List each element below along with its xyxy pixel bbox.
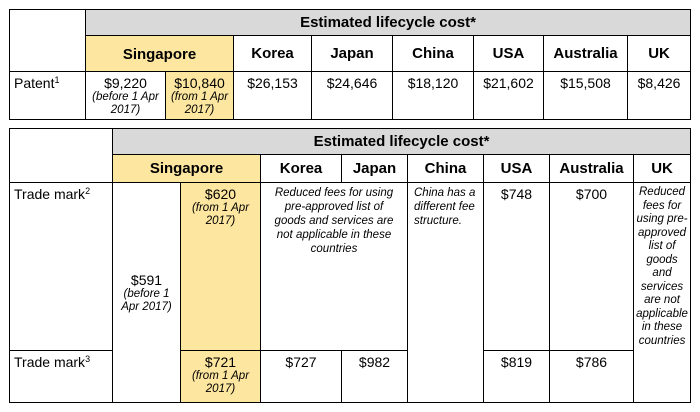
col-australia: Australia bbox=[543, 35, 628, 72]
tm-col-uk: UK bbox=[632, 154, 692, 183]
table-row: Trade mark2 $591 (before 1 Apr 2017) $62… bbox=[9, 182, 692, 403]
col-china: China bbox=[392, 35, 474, 72]
korea-japan-note: Reduced fees for using pre-approved list… bbox=[274, 187, 394, 255]
tm-sg-after-note-2: (from 1 Apr 2017) bbox=[191, 370, 250, 395]
patent-cost-table: Estimated lifecycle cost* Singapore Kore… bbox=[9, 9, 692, 120]
table-row: Trade mark3 $721 (from 1 Apr 2017) $727 … bbox=[9, 350, 691, 403]
table-row: Patent1 $9,220 (before 1 Apr 2017) $10,8… bbox=[9, 71, 692, 120]
col-uk: UK bbox=[626, 35, 692, 72]
uk-note-cell: Reduced fees for using pre-approved list… bbox=[632, 182, 692, 403]
tm-col-japan: Japan bbox=[341, 154, 408, 183]
tm-sg-after-cell-1: $620 (from 1 Apr 2017) bbox=[180, 182, 261, 351]
tm-sg-before-value: $591 bbox=[130, 271, 163, 288]
uk-note: Reduced fees for using pre-approved list… bbox=[636, 186, 688, 347]
tm-sg-after-value-1: $620 bbox=[204, 186, 237, 202]
tm-table-header: Estimated lifecycle cost* bbox=[111, 128, 692, 155]
tm-sg-after-value-2: $721 bbox=[204, 354, 237, 370]
tm-usa-value-2: $819 bbox=[483, 350, 550, 403]
tm-sg-after-note-1: (from 1 Apr 2017) bbox=[191, 202, 250, 227]
tm-col-australia: Australia bbox=[549, 154, 634, 183]
sg-after-cell: $10,840 (from 1 Apr 2017) bbox=[165, 71, 234, 120]
row-label-patent: Patent1 bbox=[9, 71, 86, 120]
tm-australia-value-1: $700 bbox=[549, 182, 634, 351]
australia-value: $15,508 bbox=[543, 71, 628, 120]
tm-corner-cell bbox=[9, 128, 113, 183]
tm-col-singapore: Singapore bbox=[112, 154, 261, 183]
tm-col-usa: USA bbox=[483, 154, 550, 183]
sg-after-note: (from 1 Apr 2017) bbox=[170, 91, 229, 116]
tm-sg-before-note: (before 1 Apr 2017) bbox=[121, 287, 172, 313]
tm-sg-after-cell-2: $721 (from 1 Apr 2017) bbox=[180, 350, 261, 403]
china-note: China has a different fee structure. bbox=[414, 187, 476, 227]
tm-japan-value-2: $982 bbox=[341, 350, 408, 403]
sg-before-cell: $9,220 (before 1 Apr 2017) bbox=[85, 71, 166, 120]
usa-value: $21,602 bbox=[473, 71, 544, 120]
japan-value: $24,646 bbox=[311, 71, 393, 120]
patent-table-header: Estimated lifecycle cost* bbox=[84, 9, 692, 36]
tm-australia-value-2: $786 bbox=[549, 350, 634, 403]
sg-after-value: $10,840 bbox=[174, 75, 225, 91]
china-note-cell: China has a different fee structure. bbox=[407, 182, 484, 403]
row-label-trademark-2: Trade mark2 bbox=[9, 182, 113, 351]
tm-col-china: China bbox=[407, 154, 484, 183]
patent-corner-cell bbox=[9, 9, 86, 72]
col-usa: USA bbox=[473, 35, 544, 72]
korea-value: $26,153 bbox=[233, 71, 312, 120]
tm-korea-value-2: $727 bbox=[260, 350, 342, 403]
uk-value: $8,426 bbox=[626, 71, 692, 120]
col-japan: Japan bbox=[311, 35, 393, 72]
col-korea: Korea bbox=[233, 35, 312, 72]
tm-col-korea: Korea bbox=[260, 154, 342, 183]
sg-before-note: (before 1 Apr 2017) bbox=[92, 91, 159, 116]
trademark-cost-table: Estimated lifecycle cost* Singapore Kore… bbox=[9, 128, 692, 403]
korea-japan-note-cell: Reduced fees for using pre-approved list… bbox=[260, 182, 408, 351]
tm-usa-value-1: $748 bbox=[483, 182, 550, 351]
tm-sg-before-cell: $591 (before 1 Apr 2017) bbox=[112, 182, 181, 403]
sg-before-value: $9,220 bbox=[104, 75, 147, 91]
china-value: $18,120 bbox=[392, 71, 474, 120]
row-label-trademark-3: Trade mark3 bbox=[9, 350, 113, 403]
col-singapore: Singapore bbox=[85, 35, 234, 72]
